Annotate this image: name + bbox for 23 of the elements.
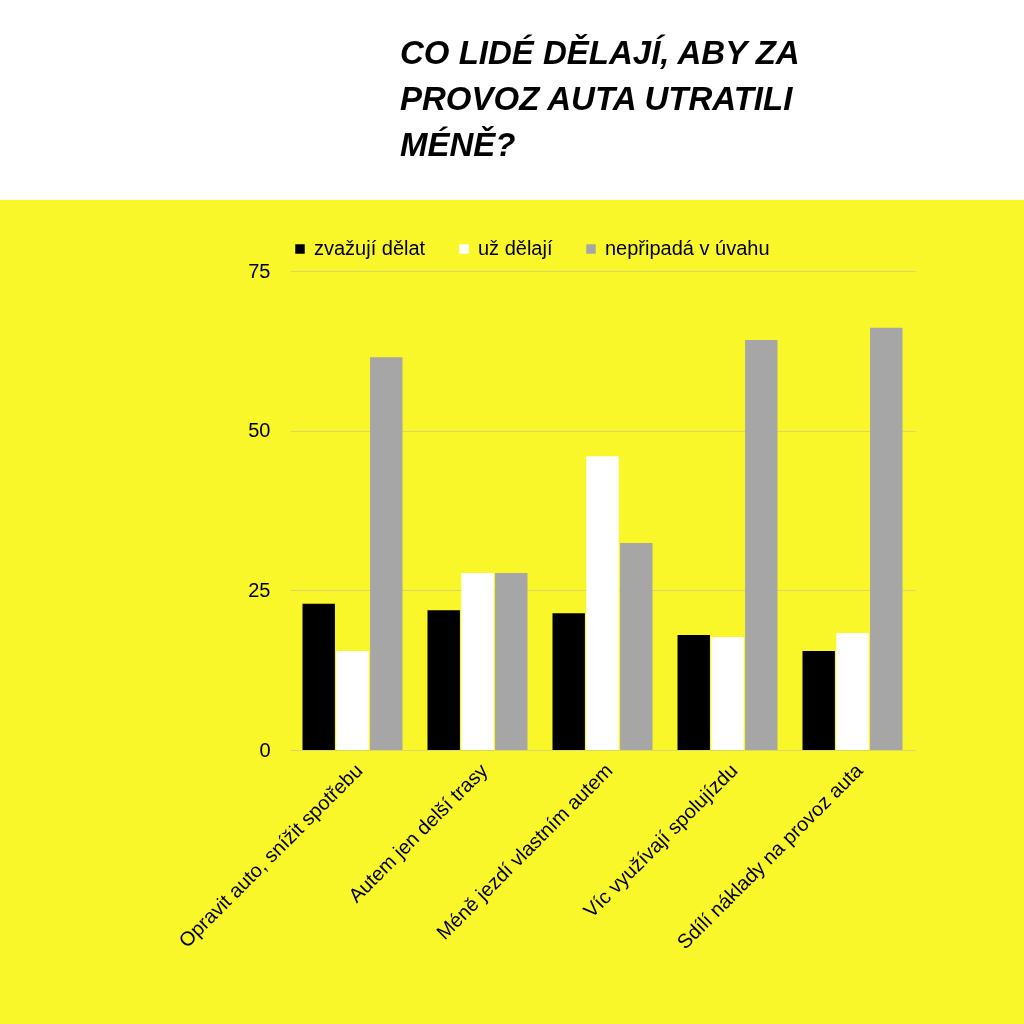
bar [620, 543, 653, 750]
y-tick-label: 0 [259, 738, 271, 761]
y-tick-label: 75 [248, 259, 271, 282]
bar [495, 573, 528, 750]
chart-title: CO LIDÉ DĚLAJÍ, ABY ZA PROVOZ AUTA UTRATILI MÉNĚ? [400, 33, 800, 165]
bar [336, 651, 369, 750]
legend-label: nepřipadá v úvahu [605, 237, 770, 259]
bar [552, 613, 585, 750]
bar [586, 456, 619, 750]
legend-label: zvažují dělat [314, 237, 426, 259]
bar [836, 633, 869, 750]
bar [461, 573, 494, 750]
y-tick-label: 25 [248, 578, 271, 601]
bar [870, 327, 903, 750]
bar [802, 651, 835, 750]
bar [370, 357, 403, 750]
bar [427, 610, 460, 750]
y-tick-label: 50 [248, 419, 271, 442]
bar [302, 603, 335, 750]
bar [745, 339, 778, 750]
bar [711, 636, 744, 750]
bar [677, 635, 710, 750]
legend-label: už dělají [478, 237, 553, 259]
